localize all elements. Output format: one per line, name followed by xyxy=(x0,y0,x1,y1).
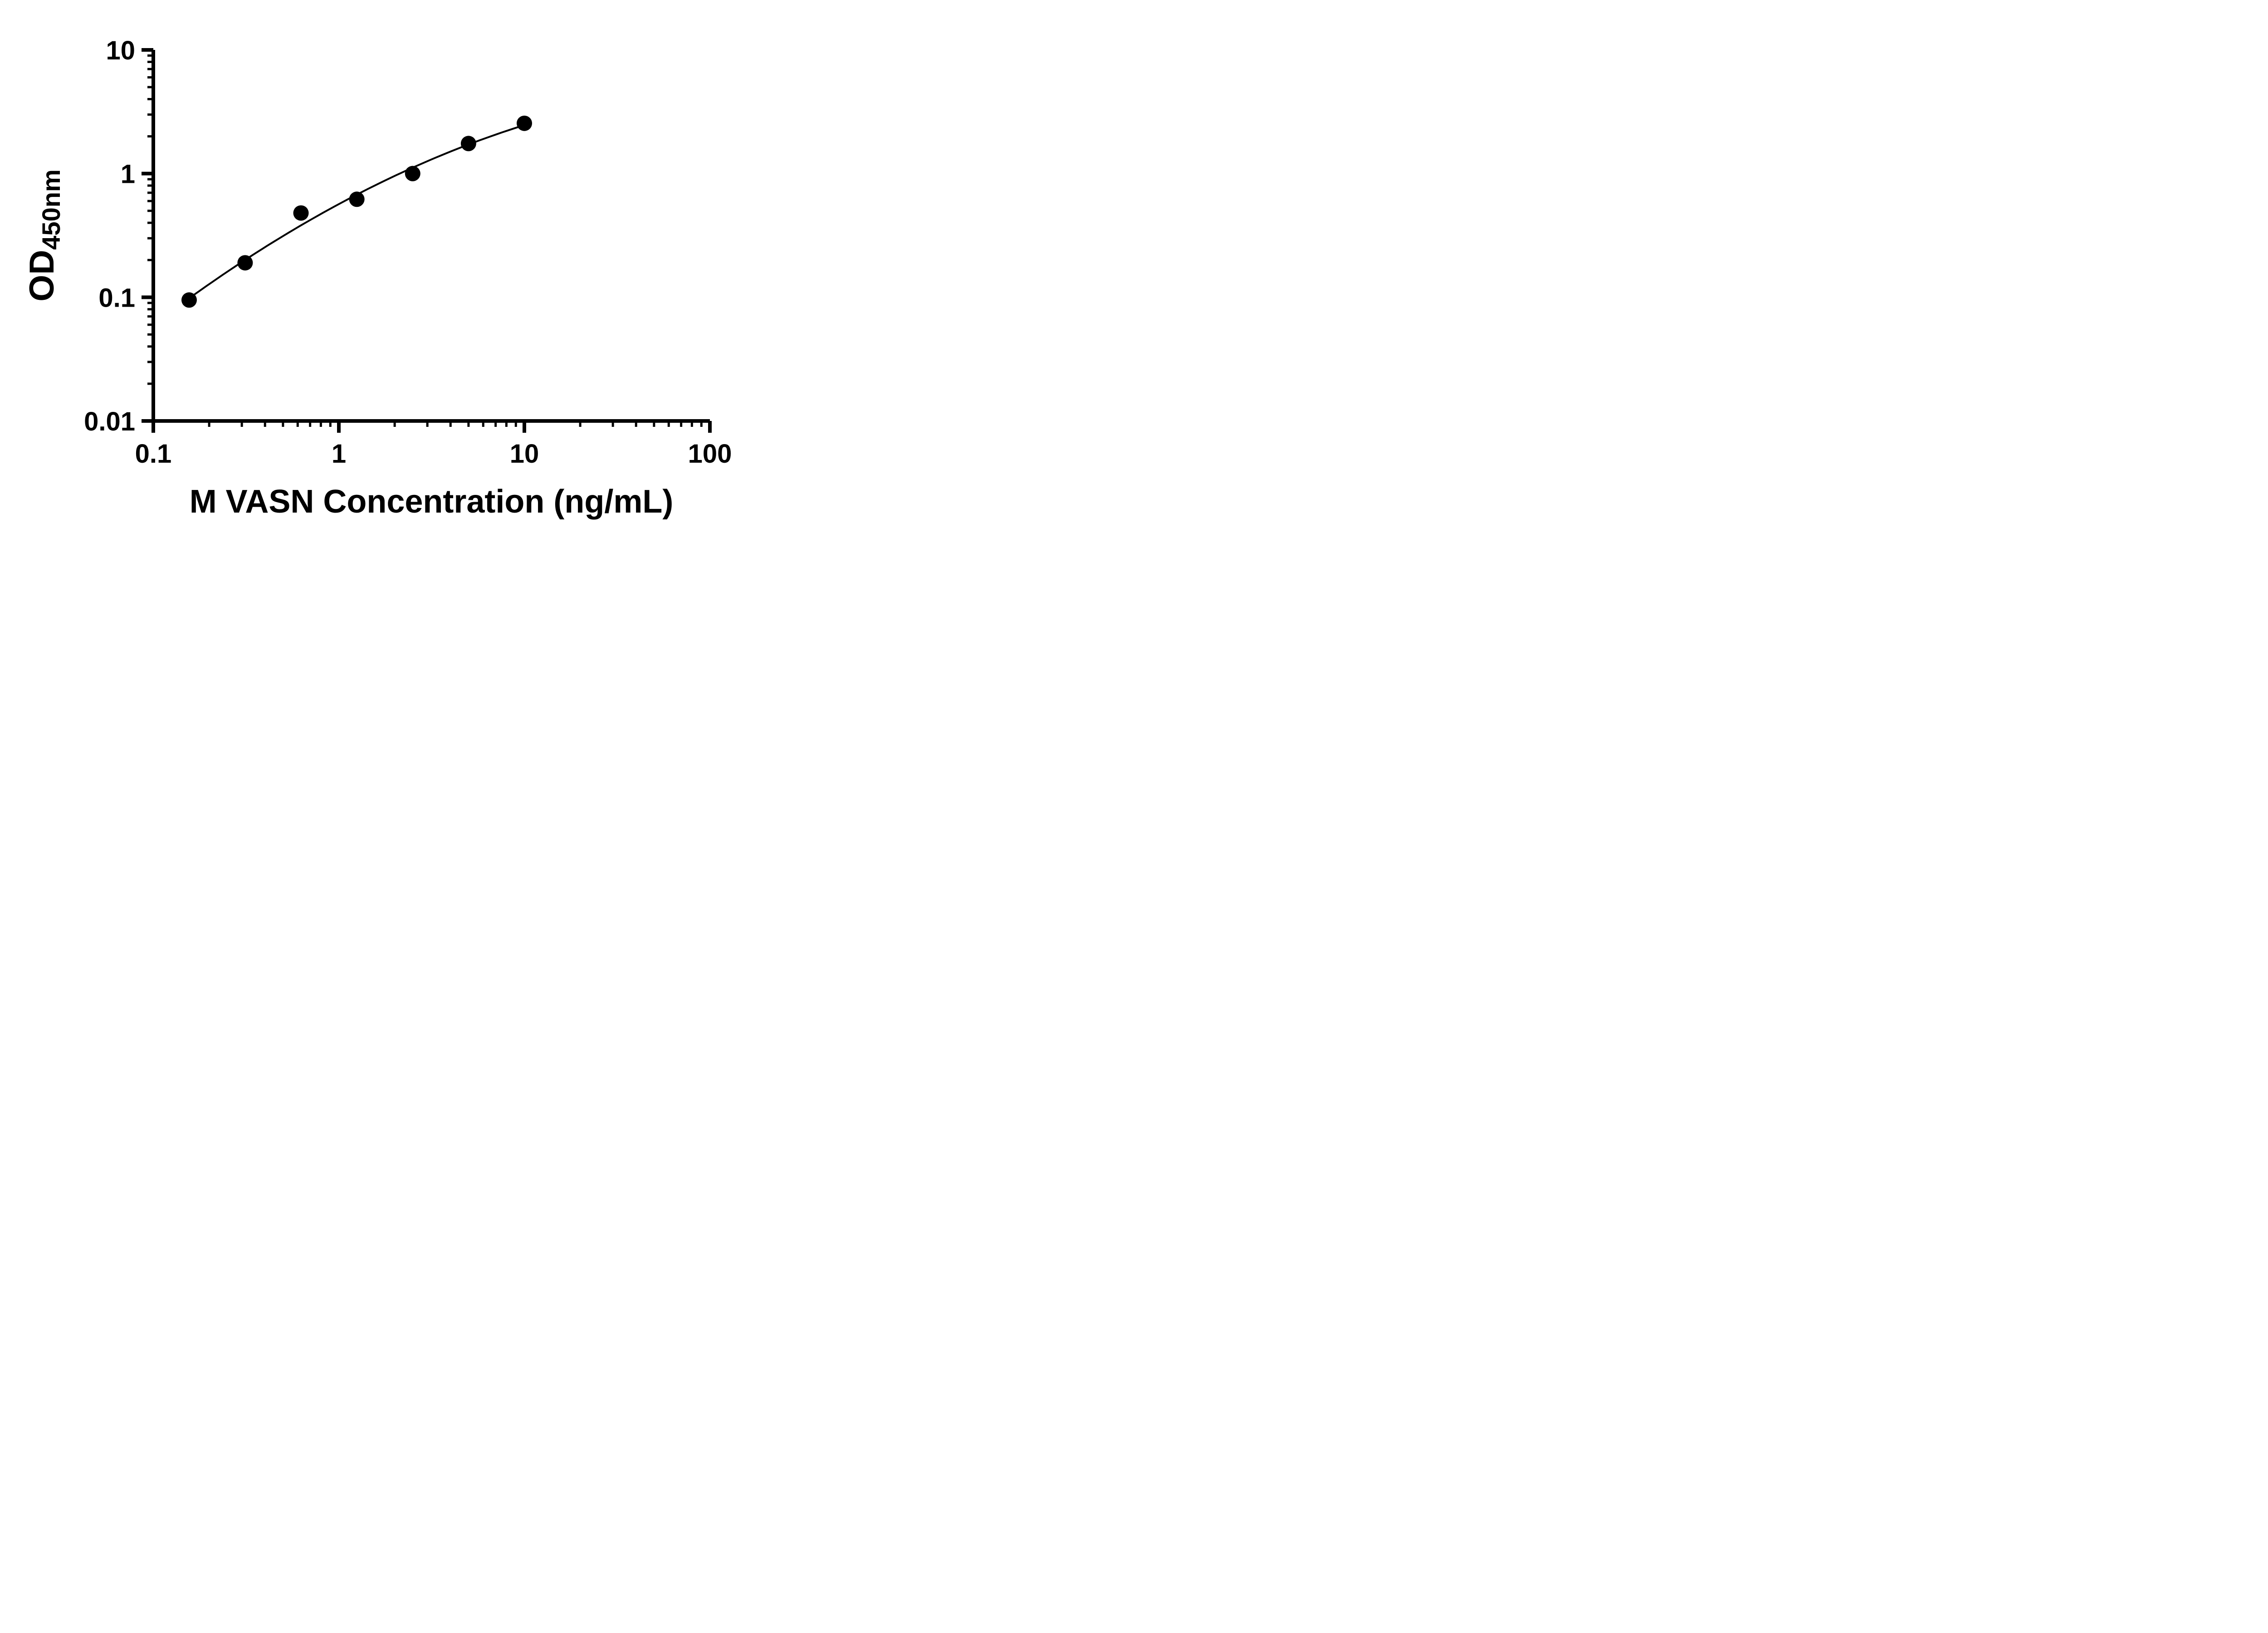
data-point xyxy=(181,292,197,308)
y-axis-tick-label: 0.1 xyxy=(98,283,135,313)
data-point xyxy=(349,191,365,207)
y-axis-title-subscript: 450nm xyxy=(37,169,65,249)
data-point xyxy=(460,136,476,152)
y-axis-tick-label: 1 xyxy=(121,160,135,189)
data-point xyxy=(237,255,253,271)
data-point xyxy=(405,166,420,181)
trend-curve xyxy=(188,124,525,299)
x-axis-title: M VASN Concentration (ng/mL) xyxy=(190,484,674,520)
axes-frame xyxy=(152,50,710,423)
x-axis-tick-label: 1 xyxy=(332,439,346,469)
data-point xyxy=(293,205,309,221)
elisa-standard-curve-figure: OD450nm M VASN Concentration (ng/mL) 0.1… xyxy=(0,0,777,544)
y-axis-tick-label: 10 xyxy=(106,36,135,65)
data-point xyxy=(517,115,532,131)
x-axis-tick-label: 10 xyxy=(510,439,539,469)
y-axis-title-main: OD xyxy=(23,250,61,302)
y-axis-title: OD450nm xyxy=(23,169,65,301)
x-axis-tick-label: 0.1 xyxy=(135,439,172,469)
x-axis-tick-label: 100 xyxy=(688,439,732,469)
plot-area: OD450nm M VASN Concentration (ng/mL) 0.1… xyxy=(23,36,732,520)
y-axis-tick-label: 0.01 xyxy=(84,407,135,436)
